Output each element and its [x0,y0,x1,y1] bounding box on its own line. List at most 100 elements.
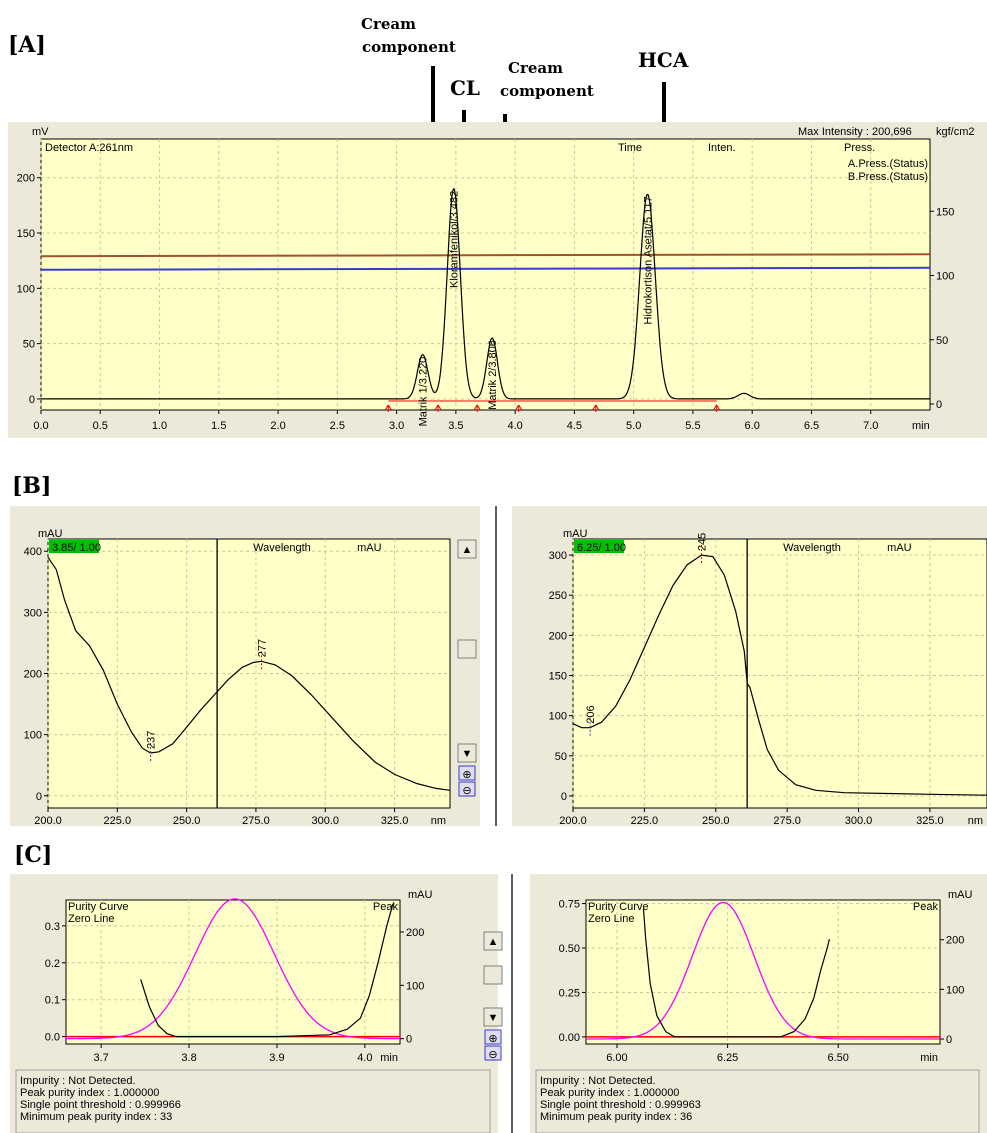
x-tick-label: 250.0 [702,815,730,827]
y2-tick-label: 200 [946,935,964,947]
legend-zero-line: Zero Line [68,913,114,925]
peak-curve [65,898,400,1040]
y2-tick-label: 0 [946,1034,952,1046]
spectrum-panel-right: 200.0 225.0 250.0 275.0 300.0 325.0 nm 0 50 100 15… [512,506,987,827]
scroll-up-icon: ▲ [462,544,473,556]
x-tick-label: 7.0 [863,420,878,432]
x-tick-label: 0.0 [33,420,48,432]
x-axis-unit: nm [431,815,446,827]
scroll-up-icon: ▲ [488,936,499,948]
y2-axis-unit: mAU [948,889,973,901]
purity-panel-left: 3.7 3.8 3.9 4.0 min 0.0 0.1 0.2 0.3 0 100 200 mAU Pur… [10,874,513,1133]
info-line: Single point threshold : 0.999963 [540,1099,701,1111]
info-line: Peak purity index : 1.000000 [540,1087,679,1099]
x-tick-label: 3.0 [389,420,404,432]
x-tick-label: 3.8 [181,1052,196,1064]
y-tick-label: 50 [23,339,35,351]
y2-tick-label: 200 [406,927,424,939]
scroll-down-icon: ▼ [488,1012,499,1024]
peak-label: Hidrokortison Asetat/5.117 [643,196,655,324]
zoom-in-glyph: ⊕ [488,1033,497,1045]
purity-curve [140,903,394,1038]
y-axis-unit: mAU [38,528,63,540]
zoom-in-icon [458,765,476,781]
y-axis-unit: mV [32,126,49,138]
y-axis-unit: mAU [563,528,588,540]
x-tick-label: 5.0 [626,420,641,432]
panel-label-a: [A] [8,32,46,58]
x-tick-label: 225.0 [104,815,132,827]
annotation-cream-2-line1: Cream [508,59,563,77]
legend-zero-line: Zero Line [588,913,634,925]
x-tick-label: 6.00 [606,1052,627,1064]
y-tick-label: 0 [36,791,42,803]
scroll-down-button [483,1007,503,1027]
y-tick-label: 0.25 [559,987,580,999]
legend-col-inten: Inten. [708,142,736,154]
x-tick-label: 325.0 [381,815,409,827]
peak-wavelength-label: 237 [146,731,158,749]
y-tick-label: 0.3 [45,921,60,933]
y-tick-label: 250 [549,590,567,602]
annotation-cl: CL [450,76,480,100]
x-tick-label: 2.5 [330,420,345,432]
x-tick-label: 3.9 [269,1052,284,1064]
y2-tick-label: 100 [936,271,954,283]
y-tick-label: 100 [549,711,567,723]
plot-area [585,899,941,1045]
info-line: Minimum peak purity index : 36 [540,1111,692,1123]
x-axis-unit: min [920,1052,938,1064]
baseline-marker [515,404,523,412]
x-tick-label: 4.0 [507,420,522,432]
x-tick-label: 6.50 [828,1052,849,1064]
info-line: Impurity : Not Detected. [20,1075,136,1087]
x-tick-label: 200.0 [559,815,587,827]
x-tick-label: 275.0 [242,815,270,827]
zoom-out-glyph: ⊖ [462,785,471,797]
purity-panel-right: 6.00 6.25 6.50 min 0.00 0.25 0.50 0.75 0 100 200 mA… [530,874,987,1133]
series-a-press-line [40,253,931,258]
y2-tick-label: 100 [946,984,964,996]
zoom-out-icon [458,781,476,797]
x-tick-label: 3.5 [448,420,463,432]
pointer-cream-1 [431,66,435,150]
plot-area [40,138,931,411]
annotation-hca: HCA [638,48,689,72]
info-box [535,1069,980,1133]
annotation-cream-1-line2: component [362,38,456,56]
plot-area [572,538,987,809]
annotation-cream-1-line1: Cream [361,15,416,33]
info-line: Minimum peak purity index : 33 [20,1111,172,1123]
column-mau: mAU [357,542,382,554]
detector-label: Detector A:261nm [45,142,133,154]
info-line: Impurity : Not Detected. [540,1075,656,1087]
y-tick-label: 100 [17,283,35,295]
chromatogram-panel: 0.0 0.5 1.0 1.5 2.0 2.5 3.0 3.5 4.0 4.5 5.0 5.5 6.0 6… [8,122,987,438]
peak-label: Kloramfenikol/3.482 [449,191,461,288]
annotation-cream-2-line2: component [500,82,594,100]
retention-tag-bg [574,540,624,553]
series-b-press-line [40,266,931,271]
peak-wavelength-label: 206 [585,705,597,723]
zoom-in-glyph: ⊕ [462,769,471,781]
peak-curve [586,901,940,1040]
x-tick-label: 200.0 [34,815,62,827]
y2-tick-label: 50 [936,335,948,347]
y2-axis-unit: mAU [408,889,433,901]
panel-label-c: [C] [14,842,52,868]
scroll-thumb [483,965,503,985]
x-tick-label: 1.0 [152,420,167,432]
y-tick-label: 200 [24,669,42,681]
retention-tag-bg [49,540,99,553]
baseline-marker [473,404,481,412]
retention-tag: 6.25/ 1.00 [577,542,626,554]
x-tick-label: 5.5 [685,420,700,432]
zoom-out-glyph: ⊖ [488,1049,497,1061]
scroll-down-icon: ▼ [462,748,473,760]
legend-purity-curve: Purity Curve [588,901,649,913]
legend-col-press: Press. [844,142,875,154]
legend-purity-curve: Purity Curve [68,901,129,913]
scroll-down-button [457,743,477,763]
purity-curve [642,908,830,1038]
y2-tick-label: 0 [936,399,942,411]
